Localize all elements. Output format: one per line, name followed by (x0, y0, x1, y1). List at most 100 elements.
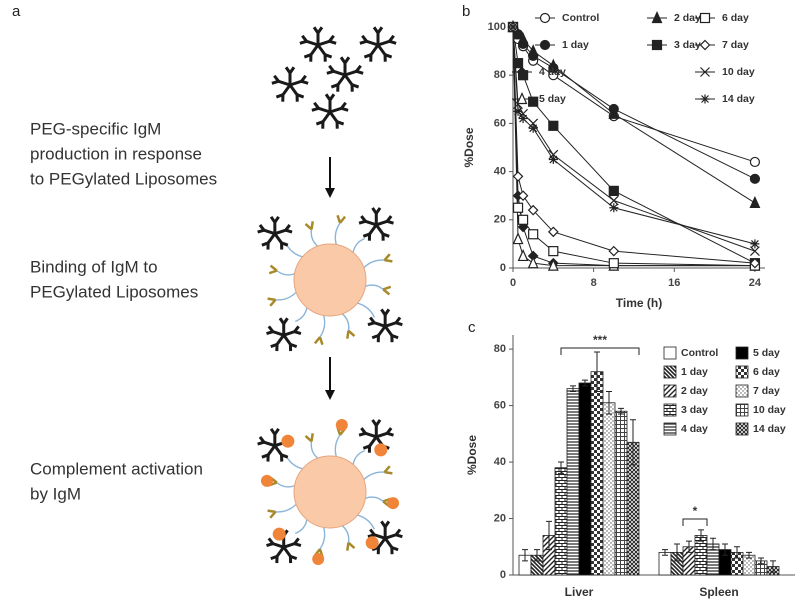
igm-prong (340, 106, 349, 112)
igm-prong (270, 342, 278, 349)
igm-prong (267, 325, 275, 333)
marker (749, 246, 760, 257)
legend-swatch (663, 403, 677, 417)
peg-chain (341, 313, 350, 331)
legend-label: 10 day (722, 66, 755, 78)
igm-prong (375, 207, 382, 215)
step-text: production in response (30, 144, 202, 163)
peg-chain (284, 242, 303, 258)
igm-arm (366, 39, 379, 47)
peg-chain (275, 291, 297, 301)
igm-arm (377, 537, 387, 549)
peg-antibody (269, 264, 278, 272)
legend-label: 3 day (681, 404, 708, 416)
marker (608, 106, 620, 119)
legend-marker (700, 67, 710, 77)
igm-arm (376, 44, 387, 56)
legend-marker (539, 12, 551, 24)
igm-arm (275, 546, 285, 558)
x-tick-label: 24 (749, 277, 762, 289)
igm-icon (271, 66, 309, 102)
marker (528, 118, 539, 129)
igm-arm (364, 431, 377, 439)
igm-arm (343, 74, 354, 86)
igm-prong (388, 39, 397, 45)
step-text: to PEGylated Liposomes (30, 169, 217, 188)
igm-prong (330, 83, 339, 89)
igm-arm (377, 39, 390, 47)
legend-marker (699, 12, 711, 24)
igm-prong (371, 334, 379, 340)
peg-chain (275, 503, 297, 513)
igm-arm (373, 533, 386, 540)
peg-chain (357, 514, 376, 530)
marker (608, 195, 619, 206)
legend-swatch (735, 365, 749, 379)
igm-prong (371, 546, 379, 552)
igm-prong (285, 228, 293, 234)
legend-marker (651, 39, 663, 51)
marker (750, 239, 760, 249)
igm-arm (384, 321, 397, 328)
complement (272, 527, 286, 541)
igm-icon (367, 520, 403, 555)
marker (508, 22, 518, 32)
y-tick-label: 60 (494, 399, 506, 411)
marker (512, 27, 524, 40)
igm-arm (364, 219, 377, 227)
igm-arm (281, 84, 292, 96)
error-bar (546, 520, 552, 551)
legend-label: 6 day (722, 12, 749, 24)
igm-prong (261, 453, 269, 459)
peg-chain (310, 441, 319, 459)
panel-label: b (462, 3, 470, 20)
error-bar (710, 537, 716, 551)
marker (548, 120, 559, 131)
igm-prong (395, 321, 403, 327)
igm-arm (377, 325, 387, 337)
x-tick-label: 8 (591, 277, 597, 289)
error-bar (662, 549, 668, 556)
arrows (325, 157, 335, 400)
legend-marker (700, 94, 710, 104)
peg-chain (352, 449, 365, 465)
complement (387, 497, 400, 510)
igm-prong (383, 308, 391, 316)
legend-label: 3 day (674, 39, 701, 51)
complement (260, 474, 273, 487)
y-tick-label: 60 (494, 117, 506, 129)
error-bar (674, 543, 680, 562)
peg-chain (352, 237, 365, 253)
significance-bracket (682, 518, 708, 526)
marker (749, 173, 761, 184)
y-tick-label: 40 (494, 456, 506, 468)
bar (578, 382, 592, 576)
complement (335, 419, 348, 432)
igm-prong (303, 53, 312, 59)
legend-marker (516, 92, 528, 105)
legend-swatch (663, 384, 677, 398)
y-tick-label: 80 (494, 69, 506, 81)
marker (749, 156, 761, 168)
igm-prong (315, 120, 324, 126)
marker (517, 214, 529, 225)
igm-arm (289, 79, 302, 87)
igm-prong (362, 444, 371, 450)
error-bar (686, 540, 692, 553)
bar (590, 371, 604, 576)
peg-antibody (384, 470, 393, 475)
liposome (293, 243, 367, 317)
peg-chain (319, 315, 326, 338)
bar (554, 467, 568, 576)
step-text: by IgM (30, 484, 81, 503)
legend-marker (651, 11, 663, 24)
y-tick-label: 0 (500, 262, 506, 274)
bar (566, 388, 580, 576)
y-tick-label: 20 (494, 214, 506, 226)
igm-arm (368, 435, 378, 447)
error-bar (758, 557, 764, 565)
igm-prong (375, 419, 382, 427)
legend-marker (539, 39, 551, 51)
marker (527, 256, 539, 269)
error-bar (558, 461, 564, 474)
